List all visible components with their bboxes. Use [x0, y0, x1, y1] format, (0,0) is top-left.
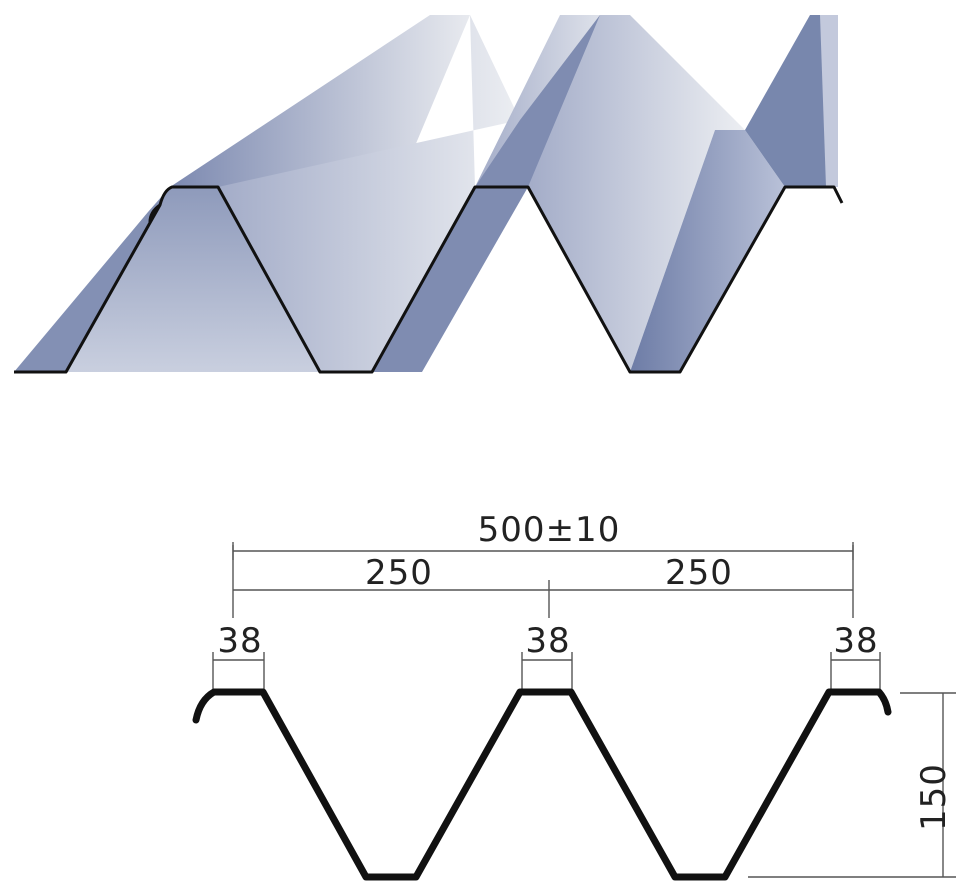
- dim-label-total: 500±10: [478, 510, 621, 550]
- flange-dim-3: 38: [830, 621, 881, 690]
- sheet-left-flange: [14, 187, 170, 372]
- cross-section-drawing: 500±10 250 250 38 38 38: [192, 510, 956, 881]
- sheet-right-face: [745, 15, 838, 187]
- sheet-3d-view: [14, 15, 844, 374]
- dim-label-height: 150: [914, 763, 954, 831]
- sheet-right-edge: [820, 15, 838, 187]
- sheet-web-1: [66, 187, 320, 372]
- flange-dim-1: 38: [212, 621, 265, 690]
- dim-label-flange-2: 38: [525, 621, 570, 661]
- sheet-back-face-1b: [218, 15, 520, 372]
- dim-label-flange-1: 38: [217, 621, 262, 661]
- flange-dim-2: 38: [521, 621, 573, 690]
- sheet-near-edge-outline: [14, 185, 844, 374]
- sheet-left-curl: [148, 203, 161, 223]
- cross-section-profile: [192, 688, 892, 881]
- sheet-web-3: [630, 130, 785, 372]
- dim-label-pitch-left: 250: [365, 553, 433, 593]
- dim-label-pitch-right: 250: [665, 553, 733, 593]
- dim-label-flange-3: 38: [833, 621, 878, 661]
- sheet-web-2: [372, 15, 625, 372]
